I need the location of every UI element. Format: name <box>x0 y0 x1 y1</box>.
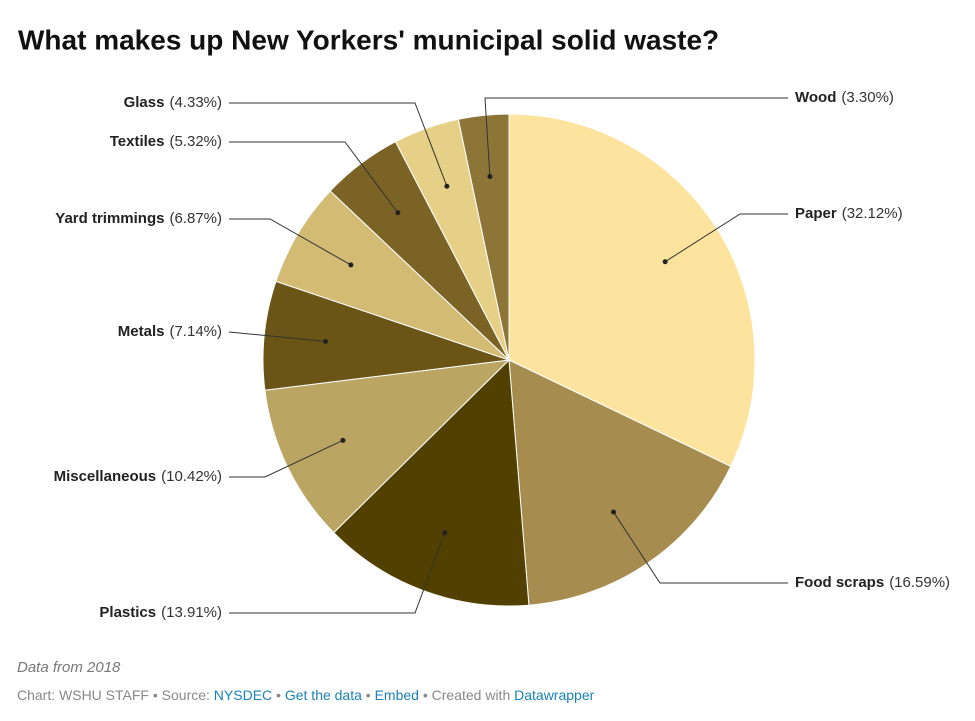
separator: • <box>152 687 158 703</box>
slice-value-label: (4.33%) <box>169 94 222 111</box>
leader-dot <box>662 259 668 265</box>
leader-dot <box>611 509 617 515</box>
slice-name: Textiles <box>110 133 165 150</box>
tool-link[interactable]: Datawrapper <box>514 687 595 703</box>
slice-name: Wood <box>795 89 836 106</box>
slice-name: Food scraps <box>795 574 884 591</box>
pie-slice <box>275 190 510 361</box>
byline: Chart: WSHU STAFF <box>17 687 149 703</box>
slice-label: Wood (3.30%) <box>795 89 894 106</box>
slice-value-label: (10.42%) <box>161 468 222 485</box>
slice-name: Miscellaneous <box>54 468 157 485</box>
chart: What makes up New Yorkers' municipal sol… <box>18 24 950 621</box>
note: Data from 2018 <box>17 659 121 676</box>
slice-name: Metals <box>118 323 165 340</box>
leader-dot <box>348 262 354 268</box>
slice-value-label: (16.59%) <box>889 574 950 591</box>
slice-label: Yard trimmings (6.87%) <box>55 210 222 227</box>
leader-dot <box>340 437 346 443</box>
slice-value-label: (7.14%) <box>169 323 222 340</box>
slice-value-label: (6.87%) <box>169 210 222 227</box>
slice-label: Food scraps (16.59%) <box>795 574 950 591</box>
leader-dot <box>442 530 448 536</box>
slice-label: Metals (7.14%) <box>118 323 222 340</box>
source-link[interactable]: NYSDEC <box>213 687 273 703</box>
leader-dot <box>444 183 450 189</box>
leader-dot <box>487 173 493 179</box>
leader-line <box>229 439 344 478</box>
source-label: Source: <box>161 687 210 703</box>
get-data-link[interactable]: Get the data <box>284 687 362 703</box>
leader-line <box>229 141 399 214</box>
leader-line <box>229 532 446 614</box>
separator: • <box>365 687 371 703</box>
chart-title: What makes up New Yorkers' municipal sol… <box>18 24 719 55</box>
slice-name: Paper <box>795 205 837 222</box>
slice-value-label: (3.30%) <box>841 89 894 106</box>
leader-line <box>664 213 788 263</box>
leader-line <box>228 331 326 342</box>
pie-slice <box>457 113 510 361</box>
slice-value-label: (13.91%) <box>161 604 222 621</box>
slice-name: Yard trimmings <box>55 210 164 227</box>
credits: Chart: WSHU STAFF • Source: NYSDEC • Get… <box>17 687 594 703</box>
leader-line <box>229 102 448 187</box>
leader-line <box>229 218 352 266</box>
slice-label: Miscellaneous (10.42%) <box>54 468 222 485</box>
slice-value-label: (32.12%) <box>842 205 903 222</box>
slice-name: Plastics <box>99 604 156 621</box>
leader-line <box>484 97 788 177</box>
slice-value-label: (5.32%) <box>169 133 222 150</box>
pie-slice <box>264 359 511 534</box>
slice-label: Glass (4.33%) <box>124 94 222 111</box>
slice-label: Plastics (13.91%) <box>99 604 222 621</box>
leader-dot <box>395 210 401 216</box>
slice-label: Textiles (5.32%) <box>110 133 222 150</box>
pie-slice <box>508 359 732 606</box>
separator: • <box>422 687 428 703</box>
separator: • <box>276 687 281 703</box>
slice-label: Paper (32.12%) <box>795 205 903 222</box>
created-with: Created with <box>431 687 511 703</box>
embed-link[interactable]: Embed <box>374 687 419 703</box>
leader-dot <box>322 338 328 344</box>
leader-line <box>613 511 788 584</box>
slice-name: Glass <box>124 94 165 111</box>
